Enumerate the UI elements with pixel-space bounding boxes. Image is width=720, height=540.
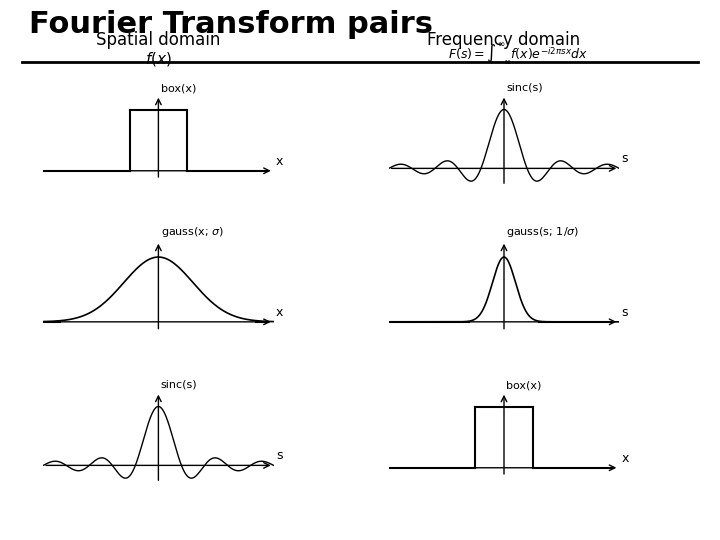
Text: s: s <box>621 152 628 165</box>
Text: s: s <box>276 449 282 462</box>
Text: x: x <box>276 306 283 319</box>
Text: box(x): box(x) <box>506 380 541 390</box>
Text: $f(x)$: $f(x)$ <box>145 50 172 68</box>
Text: gauss(x; $\sigma$): gauss(x; $\sigma$) <box>161 225 224 239</box>
Text: Spatial domain: Spatial domain <box>96 31 220 49</box>
Text: box(x): box(x) <box>161 83 196 93</box>
Text: gauss(s; 1/$\sigma$): gauss(s; 1/$\sigma$) <box>506 225 580 239</box>
Text: x: x <box>276 155 283 168</box>
Text: x: x <box>621 452 629 465</box>
Text: Fourier Transform pairs: Fourier Transform pairs <box>29 10 433 39</box>
Text: sinc(s): sinc(s) <box>506 83 543 93</box>
Text: $F(s) = \int_{-\infty}^{\infty} f(x)e^{-i2\pi sx}dx$: $F(s) = \int_{-\infty}^{\infty} f(x)e^{-… <box>449 42 588 68</box>
Text: s: s <box>621 306 628 319</box>
Text: sinc(s): sinc(s) <box>161 380 197 390</box>
Text: Frequency domain: Frequency domain <box>428 31 580 49</box>
